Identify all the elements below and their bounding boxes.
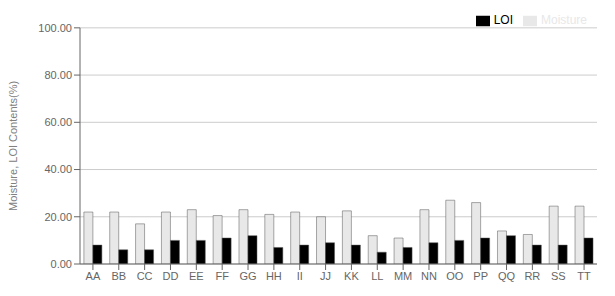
html-text:LOI: LOI [493, 13, 513, 27]
svg-text:GG: GG [239, 270, 256, 282]
svg-text:CC: CC [137, 270, 153, 282]
svg-text:HH: HH [266, 270, 282, 282]
svg-text:80.00: 80.00 [44, 69, 72, 81]
svg-text:LL: LL [371, 270, 383, 282]
svg-text:EE: EE [189, 270, 204, 282]
svg-text:0.00: 0.00 [51, 258, 72, 270]
svg-text:40.00: 40.00 [44, 163, 72, 175]
svg-text:II: II [297, 270, 303, 282]
svg-text:Moisture, LOI Contents(%): Moisture, LOI Contents(%) [8, 81, 19, 211]
svg-text:SS: SS [551, 270, 566, 282]
svg-text:FF: FF [215, 270, 229, 282]
svg-text:DD: DD [163, 270, 179, 282]
svg-text:JJ: JJ [320, 270, 331, 282]
html-text:Moisture: Moisture [541, 13, 587, 27]
svg-text:PP: PP [473, 270, 488, 282]
svg-text:NN: NN [421, 270, 437, 282]
svg-text:OO: OO [446, 270, 464, 282]
svg-text:MM: MM [394, 270, 412, 282]
svg-text:BB: BB [111, 270, 126, 282]
svg-text:100.00: 100.00 [38, 22, 72, 34]
svg-text:20.00: 20.00 [44, 211, 72, 223]
svg-text:TT: TT [577, 270, 591, 282]
svg-text:KK: KK [344, 270, 359, 282]
svg-text:QQ: QQ [498, 270, 516, 282]
svg-text:60.00: 60.00 [44, 116, 72, 128]
svg-text:AA: AA [86, 270, 101, 282]
svg-text:RR: RR [524, 270, 540, 282]
